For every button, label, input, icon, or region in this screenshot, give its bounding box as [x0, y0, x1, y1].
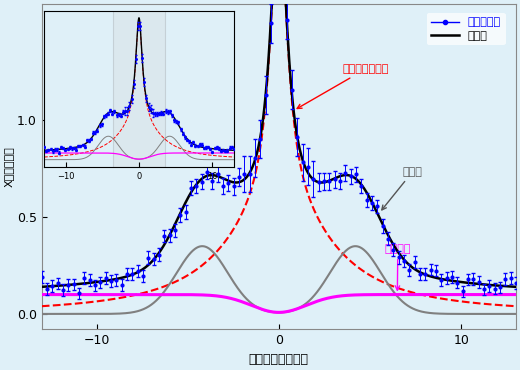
- X-axis label: エネルギー移行量: エネルギー移行量: [249, 353, 309, 366]
- Y-axis label: X線強度／秒: X線強度／秒: [4, 147, 14, 187]
- Text: 音響波: 音響波: [382, 166, 423, 210]
- Legend: 測定データ, 計算値: 測定データ, 計算値: [427, 13, 505, 45]
- Text: 相互作用: 相互作用: [385, 244, 411, 290]
- Text: 拡散／ランダム: 拡散／ランダム: [297, 64, 389, 108]
